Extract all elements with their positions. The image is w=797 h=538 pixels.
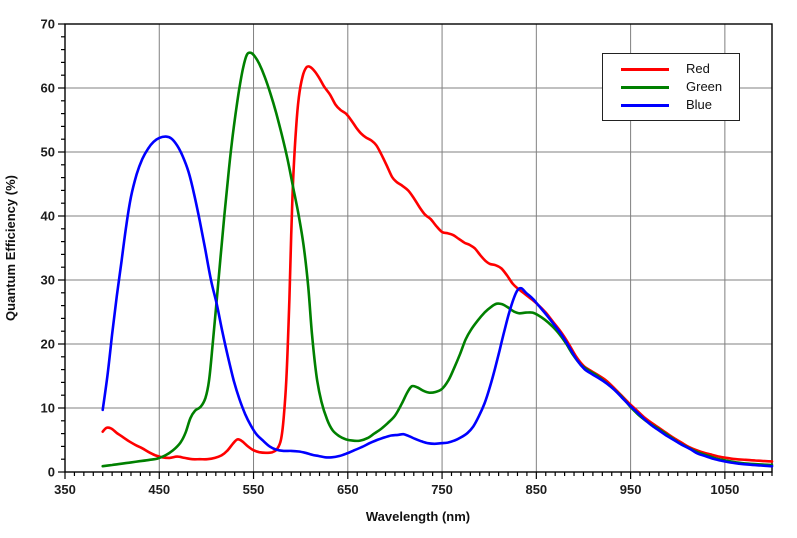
legend-label-green: Green (686, 79, 723, 94)
blue-line-swatch (621, 103, 669, 107)
curve-blue (101, 135, 774, 468)
x-tick-label: 850 (525, 482, 547, 497)
y-tick-label: 40 (41, 209, 55, 224)
green-line-swatch (621, 85, 669, 89)
red-line-swatch (621, 67, 669, 71)
y-tick-label: 70 (41, 17, 55, 32)
x-axis-title: Wavelength (nm) (366, 509, 470, 524)
legend-label-blue: Blue (686, 97, 713, 112)
legend: Red Green Blue (602, 53, 740, 121)
y-tick-label: 60 (41, 81, 55, 96)
legend-item-red: Red (603, 62, 739, 76)
x-tick-label: 350 (54, 482, 76, 497)
x-tick-label: 750 (431, 482, 453, 497)
legend-item-green: Green (603, 80, 739, 94)
y-tick-label: 30 (41, 273, 55, 288)
x-tick-label: 1050 (710, 482, 739, 497)
y-tick-label: 0 (48, 465, 55, 480)
x-tick-label: 450 (148, 482, 170, 497)
y-tick-label: 20 (41, 337, 55, 352)
y-tick-label: 50 (41, 145, 55, 160)
x-tick-label: 950 (620, 482, 642, 497)
x-tick-label: 550 (243, 482, 265, 497)
plot-frame (64, 23, 773, 473)
legend-label-red: Red (686, 61, 710, 76)
curve-layer (101, 51, 774, 468)
x-tick-label: 650 (337, 482, 359, 497)
axis-layer: 350 450 550 650 750 850 950 1050 0 10 20 30 40 50 60 70 (41, 17, 773, 497)
y-tick-label: 10 (41, 401, 55, 416)
y-axis-title: Quantum Efficiency (%) (3, 175, 18, 321)
legend-item-blue: Blue (603, 98, 739, 112)
